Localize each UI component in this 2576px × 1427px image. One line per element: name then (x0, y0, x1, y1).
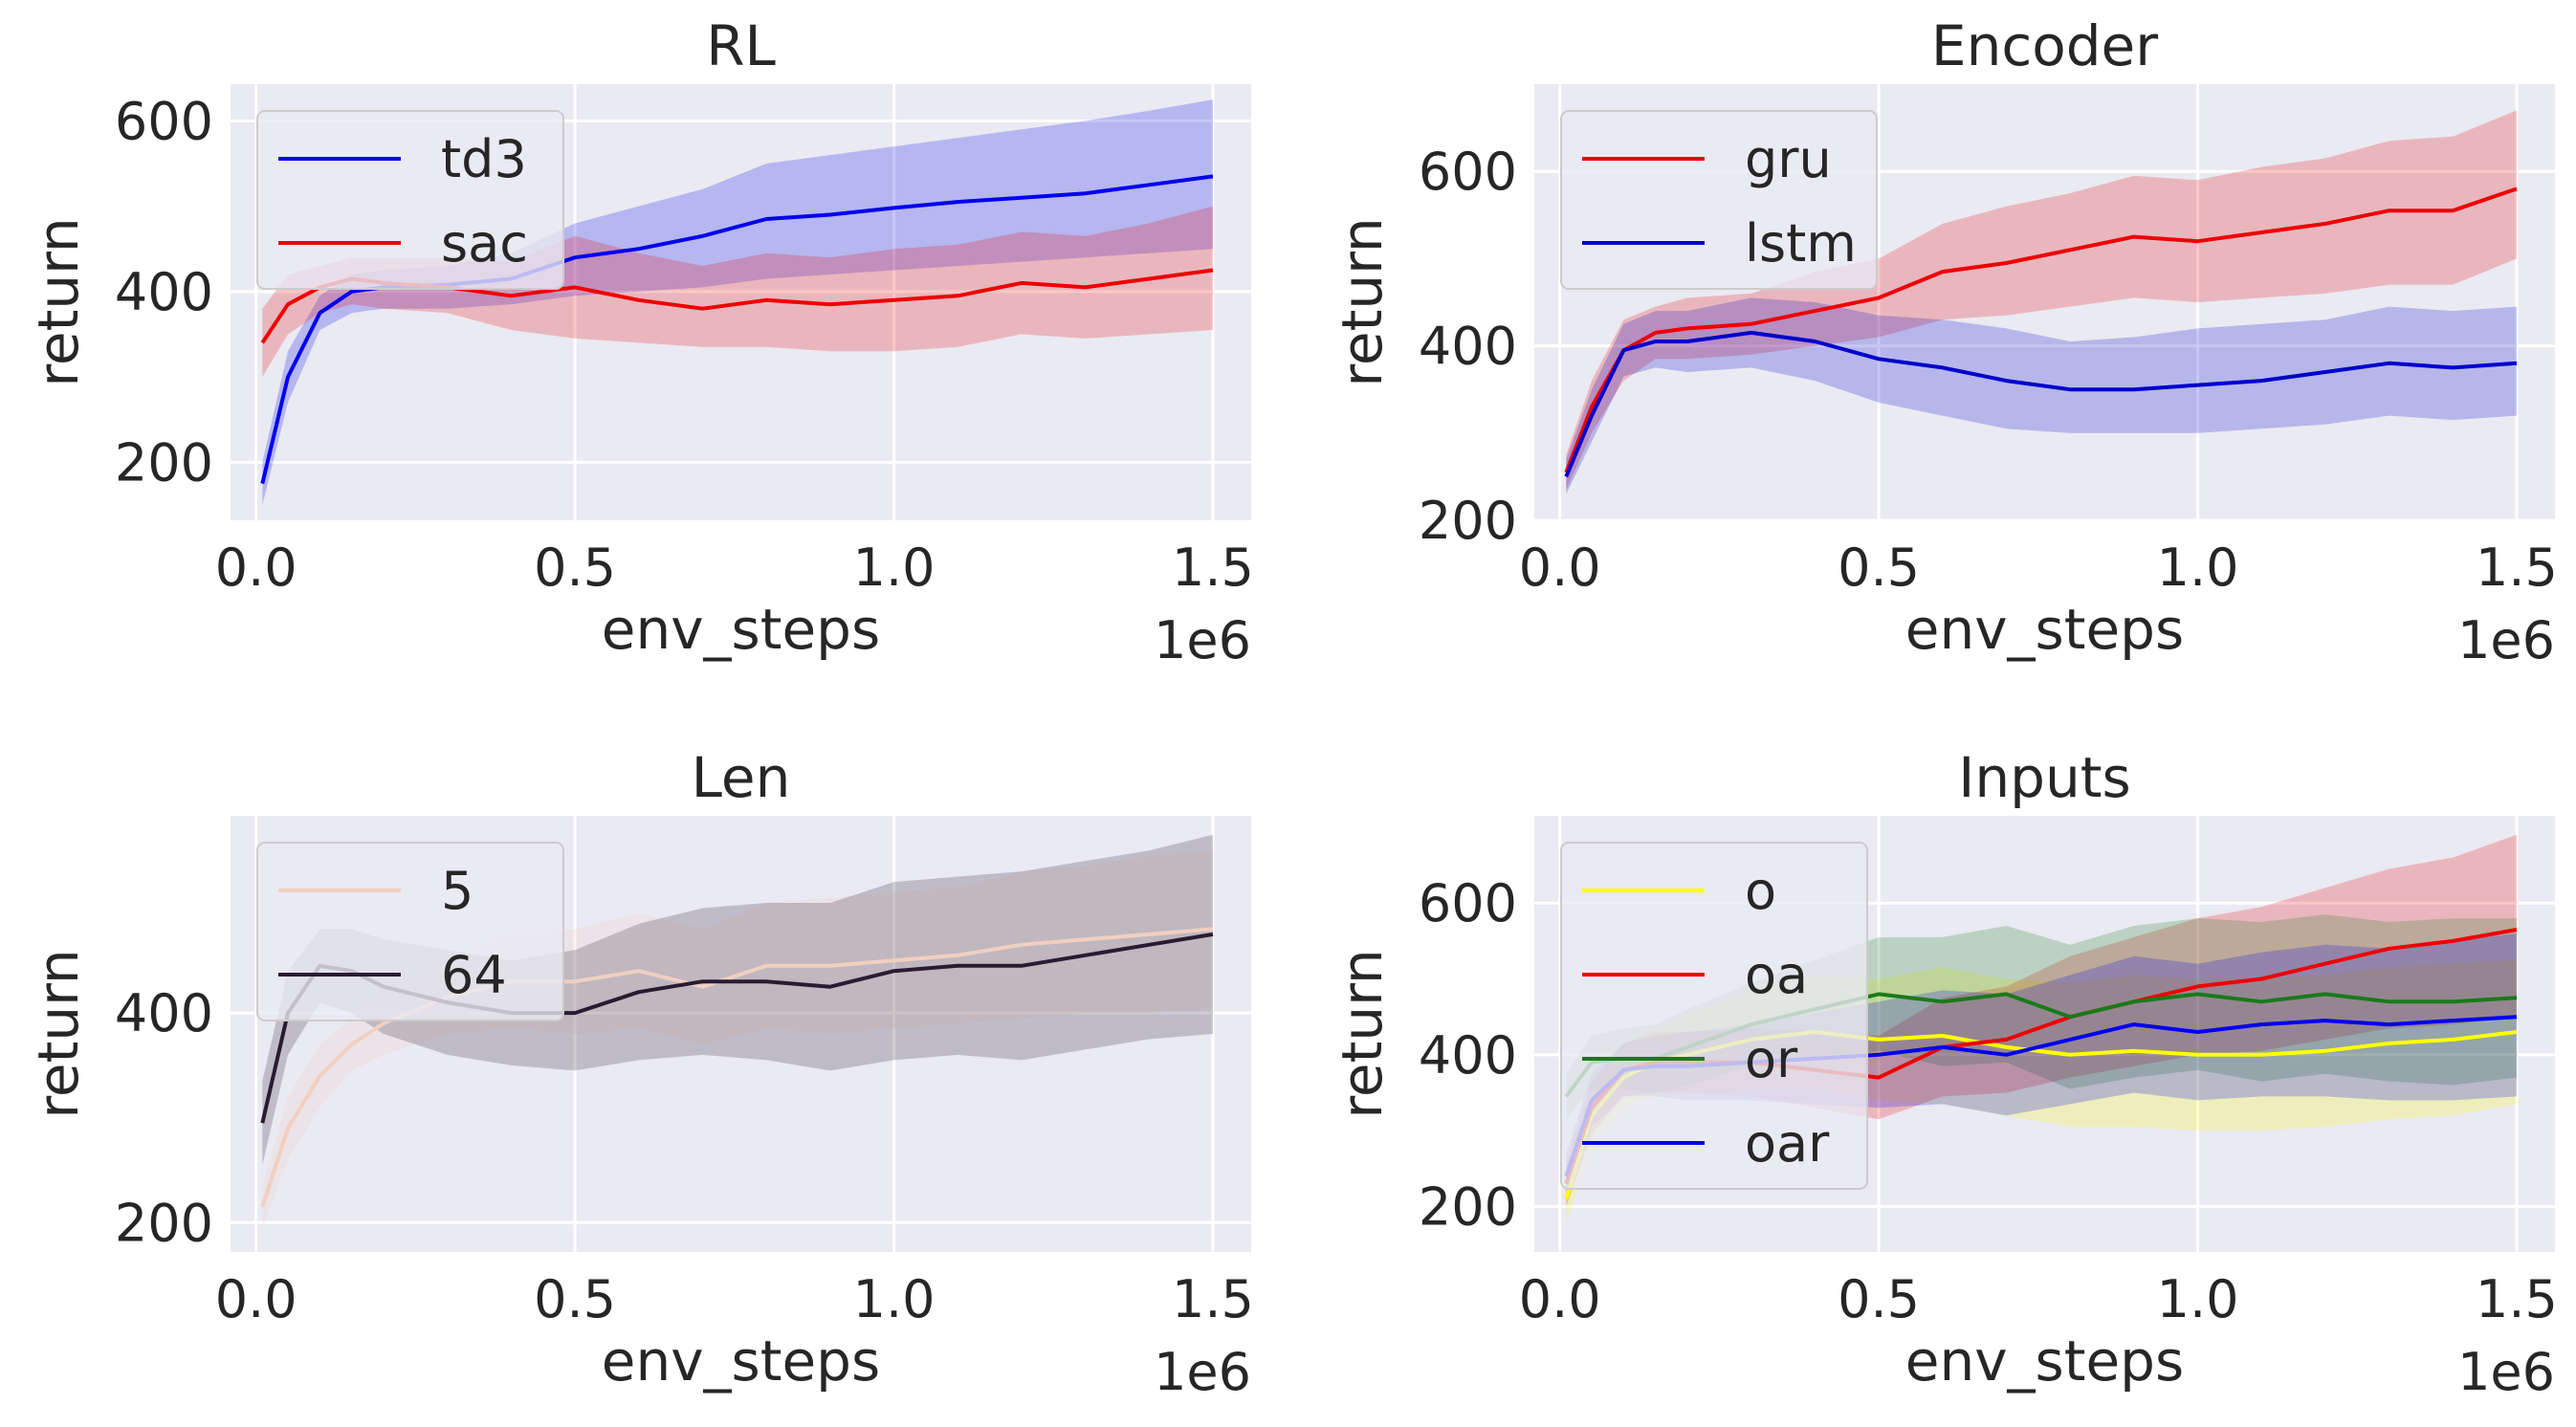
legend-label-sac: sac (441, 213, 528, 274)
chart-title: Encoder (1931, 13, 2158, 78)
y-axis-label: return (26, 217, 91, 386)
x-tick-label: 0.5 (1838, 1269, 1920, 1329)
x-tick-label: 0.5 (534, 538, 616, 598)
x-tick-label: 1.5 (1172, 538, 1254, 598)
legend: gru lstm (1560, 110, 1878, 290)
x-tick-label: 1.0 (2157, 1269, 2239, 1329)
x-tick-label: 1.5 (2476, 1269, 2558, 1329)
x-tick-label: 0.0 (215, 538, 297, 598)
chart-title: RL (706, 13, 776, 78)
x-axis-label: env_steps (1905, 597, 2184, 662)
x-offset-label: 1e6 (1154, 610, 1251, 670)
y-tick-label: 200 (115, 1193, 213, 1253)
y-tick-label: 400 (115, 262, 213, 322)
band-oa (1566, 834, 2517, 1207)
x-tick-label: 0.0 (1519, 538, 1601, 598)
y-tick-label: 600 (1419, 142, 1517, 202)
band-sac (262, 206, 1213, 378)
legend-box (256, 842, 564, 1021)
legend: td3 sac (256, 110, 564, 290)
line-gru (1564, 187, 2518, 473)
y-tick-label: 200 (1419, 491, 1517, 551)
y-tick-label: 400 (1419, 1025, 1517, 1086)
chart-panel-encoder: 0.0 0.5 1.0 1.5 200 400 600 1e6 Encoder env_steps… (1330, 13, 2558, 670)
legend-label-oar: oar (1745, 1113, 1830, 1174)
chart-title: Inputs (1958, 745, 2130, 810)
x-tick-label: 0.0 (1519, 1269, 1601, 1329)
legend-label-gru: gru (1745, 129, 1832, 189)
chart-panel-len: 0.0 0.5 1.0 1.5 200 400 1e6 Len env_steps return 5… (26, 745, 1254, 1402)
y-axis-label: return (1330, 217, 1395, 386)
legend-label-oa: oa (1745, 945, 1808, 1005)
legend-label-td3: td3 (441, 129, 527, 189)
legend: o oa or oar (1560, 842, 1868, 1190)
legend-label-5: 5 (441, 861, 473, 921)
legend: 564 (256, 842, 564, 1021)
line-lstm (1564, 330, 2518, 478)
x-offset-label: 1e6 (2457, 610, 2555, 670)
y-tick-label: 200 (115, 432, 213, 493)
line-5 (260, 927, 1214, 1208)
x-tick-label: 0.5 (534, 1269, 616, 1329)
band-gru (1566, 110, 2517, 491)
y-tick-label: 400 (115, 983, 213, 1043)
y-axis-label: return (1330, 949, 1395, 1118)
chart-panel-inputs: 0.0 0.5 1.0 1.5 200 400 600 1e6 Inputs env_steps r… (1330, 745, 2558, 1402)
x-axis-label: env_steps (1905, 1328, 2184, 1394)
legend-label-64: 64 (441, 945, 507, 1005)
y-tick-label: 400 (1419, 317, 1517, 377)
x-tick-label: 0.5 (1838, 538, 1920, 598)
band-lstm (1566, 297, 2517, 494)
y-tick-label: 600 (1419, 873, 1517, 933)
x-offset-label: 1e6 (2457, 1342, 2555, 1402)
legend-box (1560, 842, 1868, 1190)
chart-title: Len (692, 745, 791, 810)
x-tick-label: 1.5 (2476, 538, 2558, 598)
x-axis-label: env_steps (602, 597, 880, 662)
band-64 (262, 834, 1213, 1165)
y-tick-label: 600 (115, 91, 213, 151)
x-tick-label: 1.0 (853, 1269, 936, 1329)
y-axis-label: return (26, 949, 91, 1118)
chart-panel-rl: 0.0 0.5 1.0 1.5 200 400 600 1e6 RL env_steps retur… (26, 13, 1254, 670)
x-tick-label: 1.5 (1172, 1269, 1254, 1329)
x-tick-label: 0.0 (215, 1269, 297, 1329)
legend-label-lstm: lstm (1745, 213, 1857, 274)
legend-label-o: o (1745, 861, 1776, 921)
legend-label-or: or (1745, 1029, 1798, 1089)
y-tick-label: 200 (1419, 1176, 1517, 1237)
line-td3 (260, 174, 1214, 485)
x-tick-label: 1.0 (853, 538, 936, 598)
x-tick-label: 1.0 (2157, 538, 2239, 598)
x-offset-label: 1e6 (1154, 1342, 1251, 1402)
x-axis-label: env_steps (602, 1328, 880, 1394)
